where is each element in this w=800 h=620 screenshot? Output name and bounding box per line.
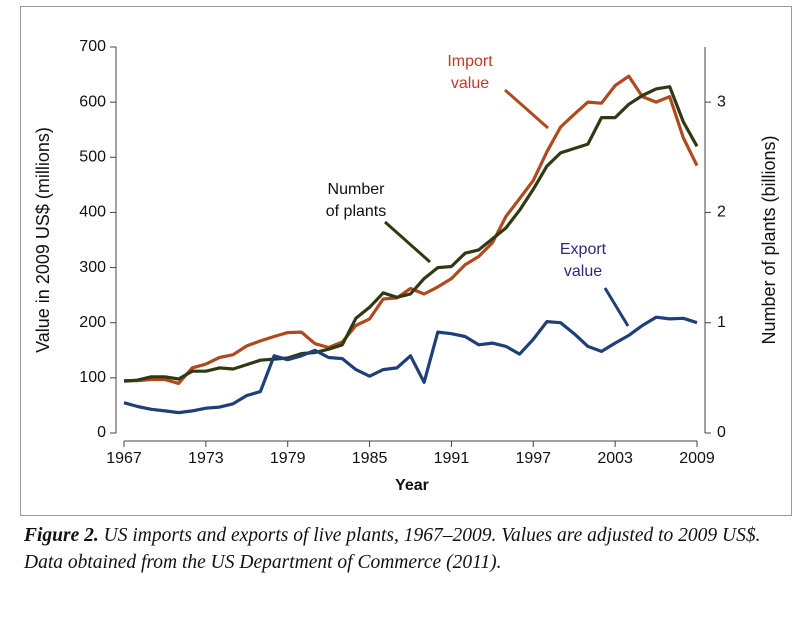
series-line <box>123 85 699 383</box>
series-line <box>123 315 698 415</box>
annotation-pointer <box>603 287 630 327</box>
annotation-pointer <box>504 88 549 130</box>
y-tick-label: 300 <box>79 259 106 276</box>
y-tick-label: 500 <box>79 149 106 166</box>
annotation-pointer <box>384 220 431 264</box>
x-tick-label: 1991 <box>434 450 470 467</box>
y-axis-label: Value in 2009 US$ (millions) <box>33 127 53 353</box>
y2-tick-label: 3 <box>717 93 726 110</box>
x-axis-label: Year <box>395 477 429 494</box>
x-tick-label: 1973 <box>188 450 224 467</box>
caption-label: Figure 2. <box>24 525 99 546</box>
x-tick-label: 1979 <box>270 450 306 467</box>
annotation-text: of plants <box>326 203 386 220</box>
y-tick-label: 400 <box>79 204 106 221</box>
annotation-text: Import <box>447 53 493 70</box>
caption: Figure 2. US imports and exports of live… <box>24 522 784 576</box>
annotation-text: value <box>564 263 602 280</box>
x-tick-label: 2003 <box>597 450 633 467</box>
x-tick-label: 1985 <box>352 450 388 467</box>
y-tick-label: 200 <box>79 314 106 331</box>
caption-text: US imports and exports of live plants, 1… <box>24 525 761 573</box>
y-tick-label: 100 <box>79 369 106 386</box>
y-tick-label: 600 <box>79 93 106 110</box>
series-line <box>124 74 699 385</box>
y-tick-label: 0 <box>97 424 106 441</box>
y2-tick-label: 0 <box>717 424 726 441</box>
x-tick-label: 1997 <box>515 450 551 467</box>
chart: Year Value in 2009 US$ (millions) Number… <box>33 38 779 494</box>
x-tick-label: 2009 <box>679 450 715 467</box>
annotation-text: value <box>451 75 489 92</box>
y2-axis-label: Number of plants (billions) <box>759 135 779 344</box>
annotation-text: Export <box>560 241 607 258</box>
figure-frame <box>20 6 792 516</box>
y-tick-label: 700 <box>79 38 106 55</box>
annotation-text: Number <box>328 181 386 198</box>
x-tick-label: 1967 <box>106 450 142 467</box>
y2-tick-label: 1 <box>717 314 726 331</box>
y2-tick-label: 2 <box>717 204 726 221</box>
